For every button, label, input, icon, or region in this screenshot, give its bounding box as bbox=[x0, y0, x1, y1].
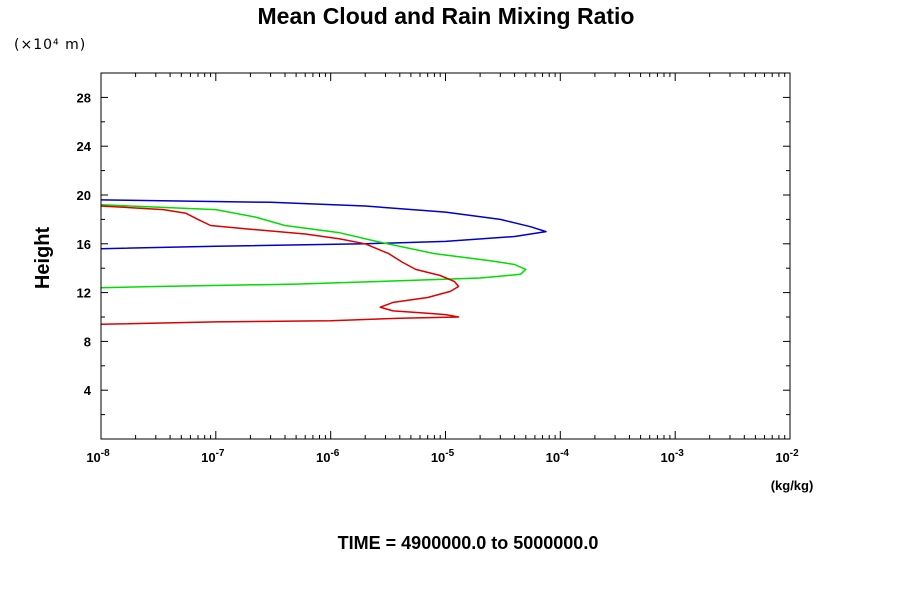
series-line-3 bbox=[100, 205, 460, 326]
y-tick-label: 28 bbox=[77, 90, 91, 105]
y-tick-label: 16 bbox=[77, 237, 91, 252]
y-tick-label: 24 bbox=[77, 139, 92, 154]
x-tick-label: 10-6 bbox=[316, 448, 340, 465]
x-tick-label: 10-8 bbox=[86, 448, 110, 465]
chart-title: Mean Cloud and Rain Mixing Ratio bbox=[258, 3, 635, 29]
x-tick-label: 10-5 bbox=[431, 448, 455, 465]
y-tick-label: 12 bbox=[77, 286, 91, 301]
y-tick-label: 20 bbox=[77, 188, 91, 203]
y-tick-label: 4 bbox=[84, 383, 92, 398]
series-line-1 bbox=[100, 199, 547, 250]
series-lines bbox=[100, 199, 547, 326]
x-tick-label: 10-7 bbox=[201, 448, 225, 465]
x-tick-labels: 10-8 10-7 10-6 10-5 10-4 10-3 10-2 bbox=[86, 448, 799, 465]
x-tick-label: 10-4 bbox=[546, 448, 570, 465]
y-tick-labels: 4 8 12 16 20 24 28 bbox=[77, 90, 92, 398]
y-tick-label: 8 bbox=[84, 334, 91, 349]
x-tick-label: 10-2 bbox=[775, 448, 799, 465]
series-line-2 bbox=[100, 204, 527, 289]
time-range-footer: TIME = 4900000.0 to 5000000.0 bbox=[338, 533, 599, 553]
plot-frame bbox=[100, 72, 791, 440]
x-axis-label: (kg/kg) bbox=[771, 478, 814, 493]
x-tick-label: 10-3 bbox=[661, 448, 685, 465]
axes-ticks bbox=[100, 73, 791, 439]
y-axis-label: Height bbox=[32, 227, 54, 290]
y-unit-label: (×10⁴ m) bbox=[14, 37, 86, 53]
